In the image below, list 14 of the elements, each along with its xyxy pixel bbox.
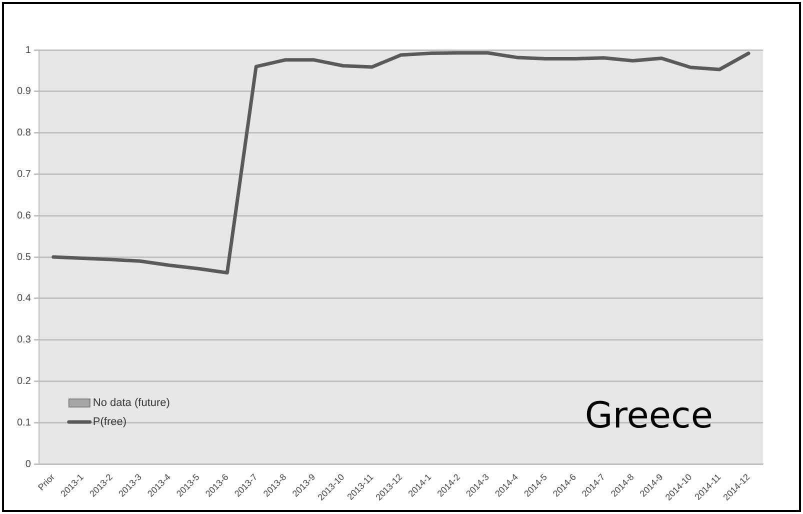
y-tick-label: 0.6	[16, 210, 32, 222]
legend-label: P(free)	[92, 416, 127, 428]
y-tick-label: 0.9	[16, 86, 32, 98]
y-tick-label: 0.2	[16, 376, 32, 387]
y-tick-label: 1	[25, 44, 32, 56]
y-tick-label: 0.8	[16, 128, 32, 139]
y-tick-label: 0.5	[16, 252, 32, 263]
annotation: Greece	[584, 395, 713, 436]
y-tick-label: 0	[25, 458, 32, 470]
y-tick-label: 0.4	[16, 293, 32, 304]
y-tick-label: 0.3	[16, 334, 32, 346]
legend-label: No data (future)	[92, 397, 170, 410]
y-tick-label: 0.1	[16, 417, 32, 428]
y-tick-label: 0.7	[16, 168, 32, 180]
